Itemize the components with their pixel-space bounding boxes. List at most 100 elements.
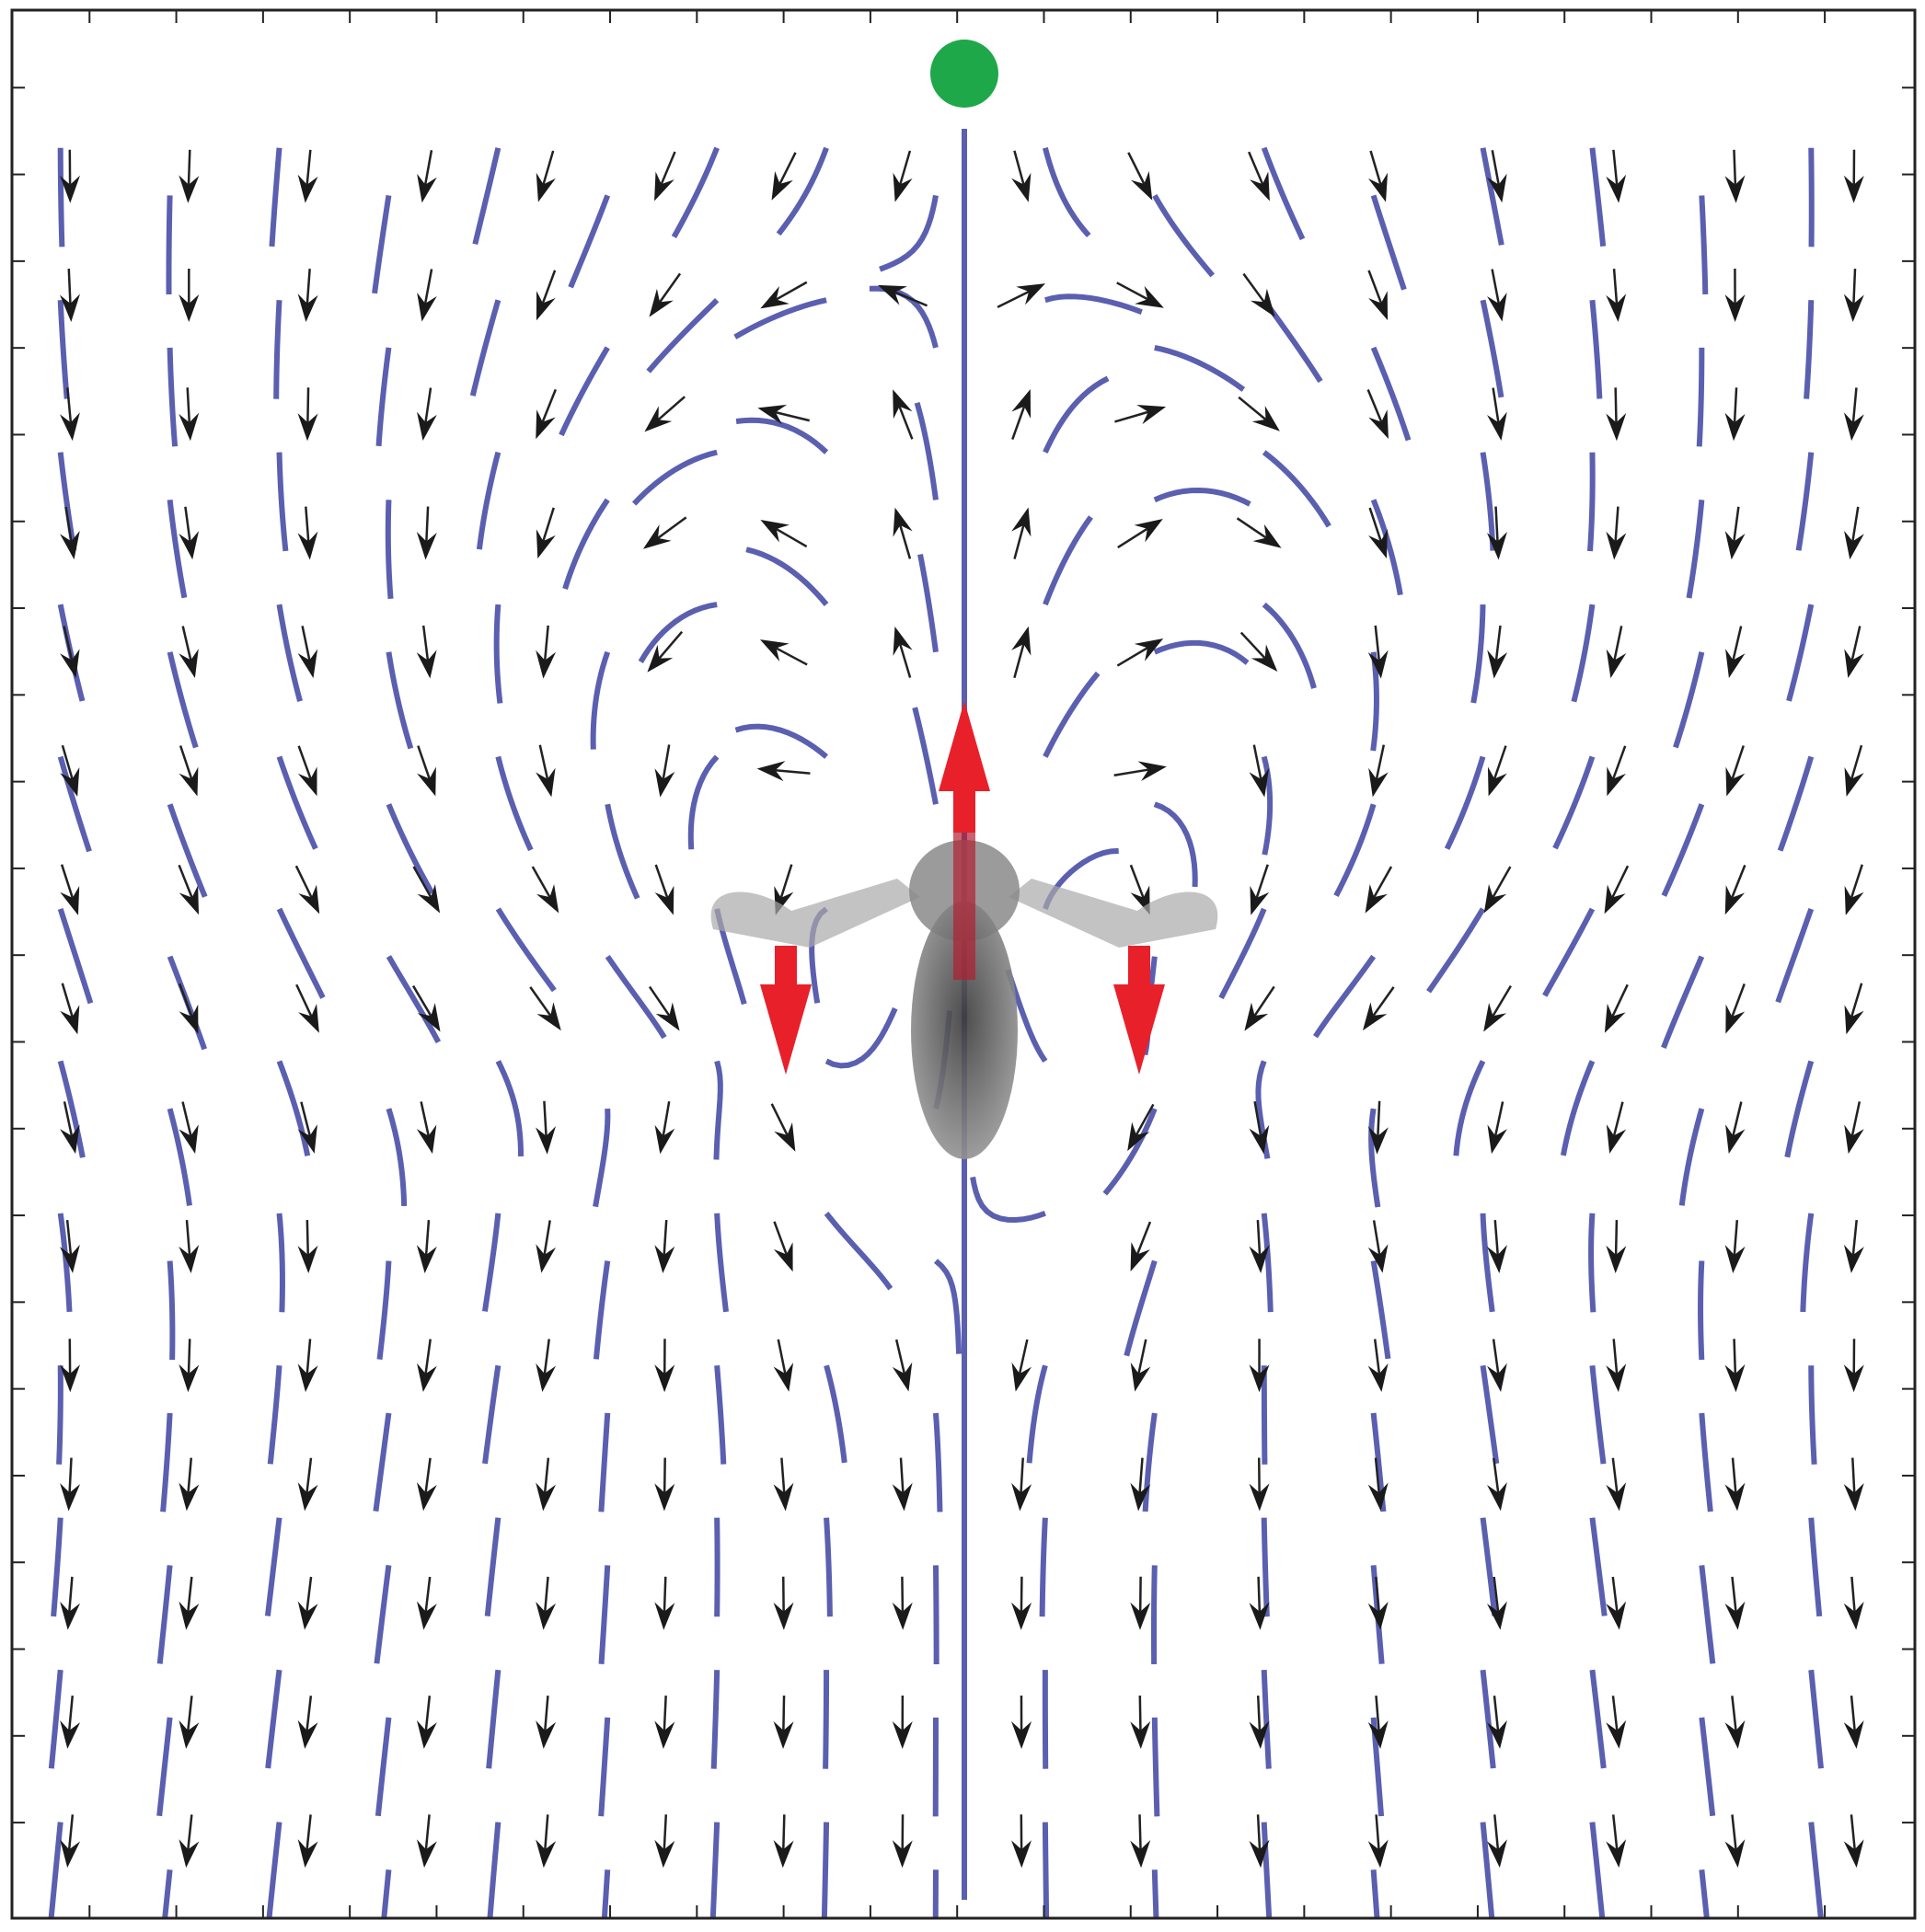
arrow-head — [1249, 1839, 1270, 1869]
arrow-shaft — [305, 506, 310, 542]
arrow-shaft — [300, 1101, 311, 1136]
arrow-head — [60, 1124, 80, 1155]
streamline — [713, 1060, 723, 1160]
arrow-head — [1724, 1482, 1746, 1512]
force-arrow-up — [939, 701, 990, 833]
arrow-head — [1487, 1363, 1507, 1393]
streamline — [912, 707, 939, 805]
arrow-head — [298, 884, 320, 914]
streamline — [1370, 1869, 1380, 1918]
streamline — [1444, 755, 1486, 850]
arrow-head — [536, 1601, 557, 1630]
arrow-head — [179, 1363, 200, 1393]
arrow-head — [1250, 885, 1270, 915]
streamline — [1800, 1213, 1815, 1313]
arrow-shaft — [186, 387, 191, 423]
arrow-shaft — [68, 1576, 74, 1612]
arrow-head — [1606, 1719, 1627, 1749]
streamline — [486, 1669, 501, 1769]
arrow-shaft — [305, 1576, 313, 1612]
arrow-shaft — [420, 1101, 430, 1136]
arrow-shaft — [295, 983, 313, 1018]
force-arrow-down — [760, 946, 812, 1075]
arrow-shaft — [1129, 864, 1145, 899]
arrow-shaft — [294, 865, 313, 898]
streamline — [1042, 146, 1091, 238]
arrow-shaft — [305, 269, 311, 305]
arrow-head — [1725, 1004, 1746, 1034]
arrow-shaft — [1612, 745, 1627, 779]
arrow-shaft — [1239, 631, 1266, 660]
streamline — [1661, 803, 1705, 897]
streamline — [1678, 1108, 1705, 1206]
streamline — [1542, 907, 1596, 997]
arrow-head — [179, 885, 200, 915]
arrow-shaft — [1493, 1457, 1500, 1493]
streamline — [735, 417, 829, 454]
streamline — [376, 1260, 392, 1360]
arrow-head — [1606, 293, 1627, 322]
arrow-shaft — [770, 1103, 789, 1136]
arrow-head — [1606, 1245, 1627, 1274]
streamline — [495, 907, 557, 993]
streamline — [1589, 147, 1607, 247]
arrow-shaft — [894, 291, 928, 307]
streamline — [1588, 1213, 1596, 1313]
streamline — [1042, 1822, 1050, 1918]
streamline — [559, 346, 610, 437]
arrow-shaft — [305, 1696, 313, 1731]
streamline — [917, 554, 939, 653]
arrow-head — [647, 644, 674, 673]
arrow-shaft — [425, 506, 430, 542]
arrow-head — [1130, 1363, 1151, 1392]
arrow-shaft — [417, 745, 431, 779]
streamline — [1370, 499, 1403, 596]
arrow-head — [297, 1124, 317, 1154]
streamline — [1152, 193, 1216, 278]
arrow-shaft — [1731, 983, 1746, 1018]
streamline — [709, 1822, 720, 1918]
streamline — [1043, 375, 1110, 454]
streamline — [593, 1260, 611, 1360]
streamline — [265, 1669, 282, 1769]
streamline — [1370, 1260, 1391, 1360]
arrow-head — [654, 1839, 675, 1869]
arrow-shaft — [1850, 744, 1863, 780]
arrow-shaft — [997, 290, 1030, 309]
arrow-head — [1249, 1245, 1270, 1273]
arrow-head — [756, 761, 786, 782]
streamline — [710, 1670, 720, 1769]
streamline — [687, 754, 720, 850]
arrow-head — [1487, 1482, 1507, 1512]
streamline — [605, 954, 667, 1040]
arrow-shaft — [773, 1221, 788, 1255]
arrow-shaft — [1113, 768, 1149, 777]
streamline — [914, 402, 939, 500]
arrow-shaft — [424, 1576, 432, 1612]
streamline — [1142, 1412, 1158, 1512]
streamline — [1370, 346, 1412, 442]
arrow-head — [1487, 173, 1507, 203]
arrow-head — [60, 766, 80, 797]
arrow-shaft — [1372, 986, 1395, 1017]
arrow-shaft — [542, 507, 555, 542]
arrow-shaft — [424, 1814, 431, 1850]
streamline — [276, 604, 303, 702]
arrow-shaft — [1851, 506, 1860, 542]
arrow-head — [1130, 1602, 1151, 1630]
streamline — [266, 1822, 282, 1918]
arrow-head — [1249, 1364, 1270, 1393]
streamline — [1153, 639, 1250, 665]
streamline — [386, 651, 414, 750]
arrow-shaft — [305, 1457, 313, 1493]
arrow-head — [878, 284, 907, 305]
streamline — [1261, 146, 1306, 241]
streamline — [590, 650, 611, 750]
arrow-shaft — [1367, 270, 1383, 304]
arrow-head — [1365, 884, 1388, 914]
arrow-head — [1011, 172, 1032, 202]
arrow-shaft — [1236, 517, 1267, 539]
arrow-head — [1606, 1839, 1627, 1869]
arrow-head — [654, 1602, 675, 1630]
arrow-head — [1724, 1601, 1746, 1630]
